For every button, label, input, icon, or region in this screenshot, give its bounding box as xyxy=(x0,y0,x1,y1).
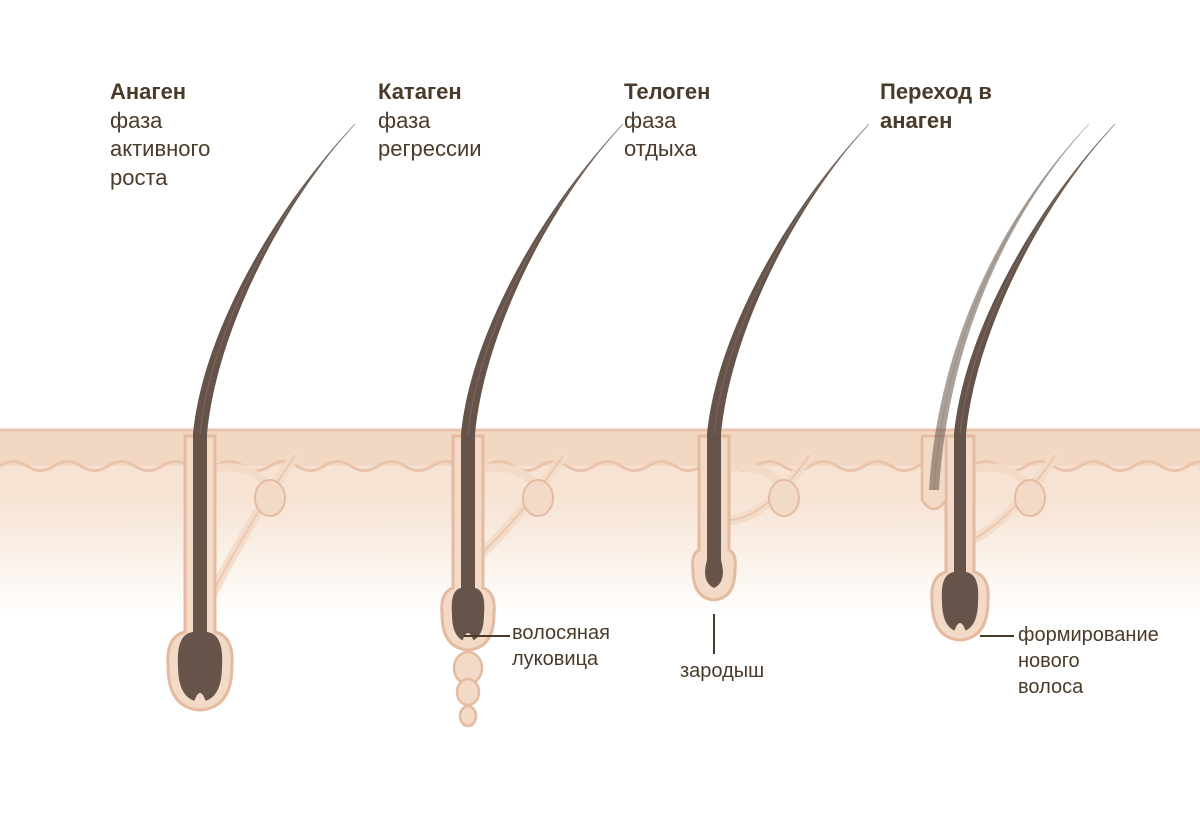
phase-subtitle: фазаактивногороста xyxy=(110,107,330,193)
phase-subtitle: фазарегрессии xyxy=(378,107,598,164)
phase-label-telogen: Телоген фазаотдыха xyxy=(624,78,844,164)
phase-label-catagen: Катаген фазарегрессии xyxy=(378,78,598,164)
phase-title: Катаген xyxy=(378,78,598,107)
phase-label-return: Переход ванаген xyxy=(880,78,1100,135)
annotation-text: формированиеновоговолоса xyxy=(1018,624,1159,698)
phase-title: Переход ванаген xyxy=(880,78,1100,135)
annotation-bulb: волосянаялуковица xyxy=(512,620,610,672)
phase-title: Телоген xyxy=(624,78,844,107)
diagram-canvas: Анаген фазаактивногороста Катаген фазаре… xyxy=(0,0,1200,818)
phase-title: Анаген xyxy=(110,78,330,107)
annotation-text: волосянаялуковица xyxy=(512,622,610,670)
annotation-germ: зародыш xyxy=(680,658,764,684)
phase-label-anagen: Анаген фазаактивногороста xyxy=(110,78,330,192)
phase-subtitle: фазаотдыха xyxy=(624,107,844,164)
annotation-text: зародыш xyxy=(680,660,764,682)
annotation-newhair: формированиеновоговолоса xyxy=(1018,622,1159,700)
